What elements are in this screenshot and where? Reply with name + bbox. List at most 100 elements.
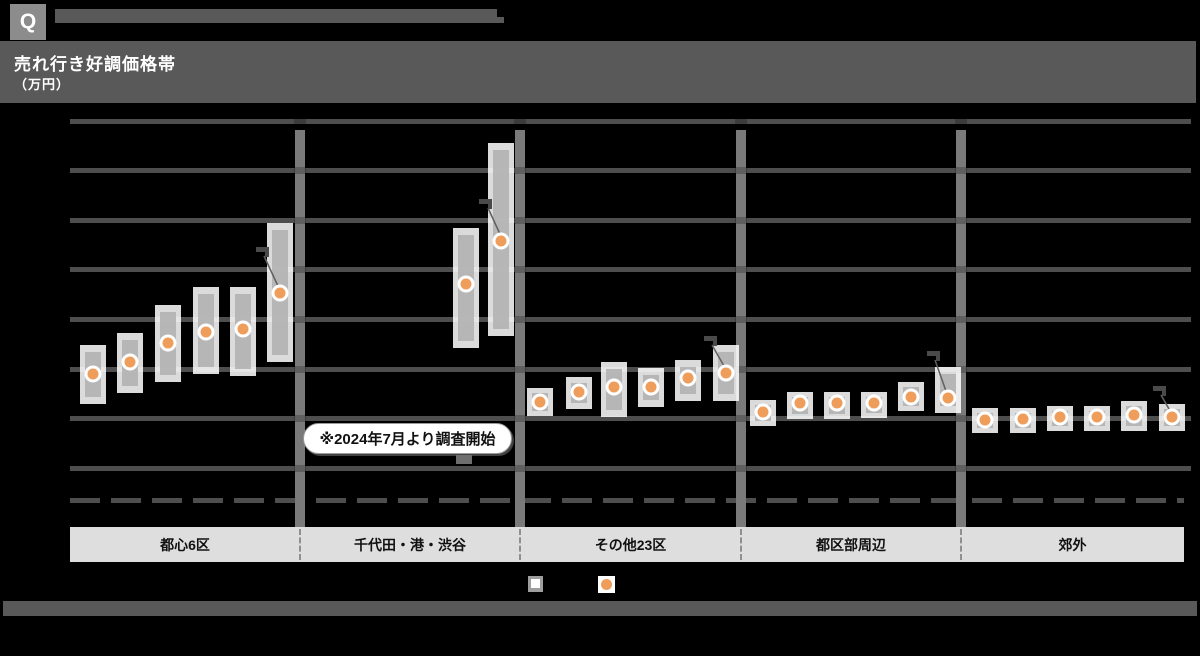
separator-tick-2-0 bbox=[735, 117, 747, 125]
redacted-callout-tail-1-1 bbox=[488, 203, 492, 209]
category-label-4: 郊外 bbox=[1058, 536, 1087, 553]
mode-dot-4 bbox=[234, 320, 252, 338]
separator-tick-2-5 bbox=[735, 365, 747, 373]
separator-tick-0-5 bbox=[294, 365, 306, 373]
category-divider-icon bbox=[519, 529, 521, 560]
separator-tick-3-7 bbox=[955, 464, 967, 472]
separator-tick-1-0 bbox=[514, 117, 526, 125]
legend-range-bar-swatch bbox=[528, 576, 543, 592]
gridline-3 bbox=[70, 267, 1191, 273]
redacted-callout-label-1-1 bbox=[479, 199, 492, 204]
separator-tick-0-0 bbox=[294, 117, 306, 125]
group-separator-1 bbox=[515, 130, 525, 527]
mode-dot-2 bbox=[159, 334, 177, 352]
callout-leader-line-4-5 bbox=[1160, 394, 1170, 410]
separator-tick-0-4 bbox=[294, 315, 306, 323]
redacted-callout-label-4-5 bbox=[1153, 386, 1166, 391]
category-divider-icon bbox=[960, 529, 962, 560]
callout-leader-line-3-5 bbox=[934, 359, 947, 392]
group-separator-0 bbox=[295, 130, 305, 527]
separator-tick-3-6 bbox=[955, 415, 967, 423]
separator-tick-2-7 bbox=[735, 464, 747, 472]
survey-start-annotation: ※2024年7月より調査開始 bbox=[303, 423, 512, 454]
redacted-callout-label-0-5 bbox=[256, 247, 269, 252]
mode-dot-25 bbox=[1163, 408, 1181, 426]
mode-dot-15 bbox=[791, 394, 809, 412]
chart-title: 売れ行き好調価格帯 bbox=[14, 55, 176, 74]
mode-dot-0 bbox=[84, 365, 102, 383]
dashed-gridline bbox=[70, 497, 1184, 503]
separator-tick-1-3 bbox=[514, 266, 526, 274]
separator-tick-1-2 bbox=[514, 216, 526, 224]
mode-dot-17 bbox=[865, 394, 883, 412]
gridline-6 bbox=[70, 416, 1191, 422]
category-label-3: 都区部周辺 bbox=[816, 536, 886, 553]
mode-dot-3 bbox=[197, 323, 215, 341]
legend-range-bar-inner bbox=[531, 579, 540, 588]
gridline-0 bbox=[70, 118, 1191, 124]
redacted-callout-tail-4-5 bbox=[1162, 390, 1166, 396]
callout-leader-line-0-5 bbox=[263, 255, 279, 287]
gridline-2 bbox=[70, 217, 1191, 223]
category-divider-icon bbox=[299, 529, 301, 560]
separator-tick-3-1 bbox=[955, 167, 967, 175]
gridline-4 bbox=[70, 316, 1191, 322]
redacted-callout-tail-2-5 bbox=[713, 340, 717, 346]
question-badge: Q bbox=[10, 4, 46, 40]
redacted-tick-mark bbox=[456, 455, 472, 464]
redacted-callout-label-3-5 bbox=[927, 351, 940, 356]
callout-leader-line-1-1 bbox=[487, 207, 501, 235]
chart-legend bbox=[0, 574, 1200, 596]
mode-dot-12 bbox=[679, 369, 697, 387]
separator-tick-1-5 bbox=[514, 365, 526, 373]
separator-tick-3-2 bbox=[955, 216, 967, 224]
mode-dot-24 bbox=[1125, 406, 1143, 424]
separator-tick-2-4 bbox=[735, 315, 747, 323]
category-label-2: その他23区 bbox=[594, 536, 667, 553]
separator-tick-3-4 bbox=[955, 315, 967, 323]
gridline-1 bbox=[70, 168, 1191, 174]
separator-tick-0-3 bbox=[294, 266, 306, 274]
separator-tick-2-1 bbox=[735, 167, 747, 175]
separator-tick-2-2 bbox=[735, 216, 747, 224]
callout-leader-line-2-5 bbox=[711, 344, 725, 367]
separator-tick-3-0 bbox=[955, 117, 967, 125]
mode-dot-19 bbox=[939, 389, 957, 407]
category-divider-icon bbox=[740, 529, 742, 560]
redacted-callout-tail-3-5 bbox=[936, 355, 940, 361]
redacted-question-text-tail bbox=[497, 17, 504, 23]
mode-dot-18 bbox=[902, 388, 920, 406]
mode-dot-5 bbox=[271, 284, 289, 302]
mode-dot-11 bbox=[642, 378, 660, 396]
group-separator-3 bbox=[956, 130, 966, 527]
mode-dot-23 bbox=[1088, 408, 1106, 426]
separator-tick-0-2 bbox=[294, 216, 306, 224]
category-axis-band: 都心6区 千代田・港・渋谷 その他23区 都区部周辺 郊外 bbox=[70, 527, 1184, 562]
separator-tick-1-7 bbox=[514, 464, 526, 472]
mode-dot-8 bbox=[531, 393, 549, 411]
mode-dot-20 bbox=[976, 411, 994, 429]
separator-tick-2-3 bbox=[735, 266, 747, 274]
mode-dot-9 bbox=[570, 383, 588, 401]
chart-title-banner: 売れ行き好調価格帯 （万円） bbox=[0, 41, 1196, 103]
separator-tick-1-4 bbox=[514, 315, 526, 323]
legend-dot-icon bbox=[601, 579, 612, 590]
redacted-callout-tail-0-5 bbox=[265, 251, 269, 257]
redacted-footer-bar bbox=[3, 601, 1197, 616]
mode-dot-1 bbox=[121, 353, 139, 371]
mode-dot-6 bbox=[457, 275, 475, 293]
mode-dot-22 bbox=[1051, 408, 1069, 426]
mode-dot-14 bbox=[754, 403, 772, 421]
chart-unit-label: （万円） bbox=[14, 77, 71, 92]
mode-dot-13 bbox=[717, 364, 735, 382]
gridline-5 bbox=[70, 366, 1191, 372]
mode-dot-10 bbox=[605, 378, 623, 396]
separator-tick-1-6 bbox=[514, 415, 526, 423]
separator-tick-0-6 bbox=[294, 415, 306, 423]
category-label-0: 都心6区 bbox=[160, 536, 210, 553]
group-separator-2 bbox=[736, 130, 746, 527]
separator-tick-3-3 bbox=[955, 266, 967, 274]
redacted-question-text bbox=[55, 9, 497, 23]
separator-tick-0-7 bbox=[294, 464, 306, 472]
